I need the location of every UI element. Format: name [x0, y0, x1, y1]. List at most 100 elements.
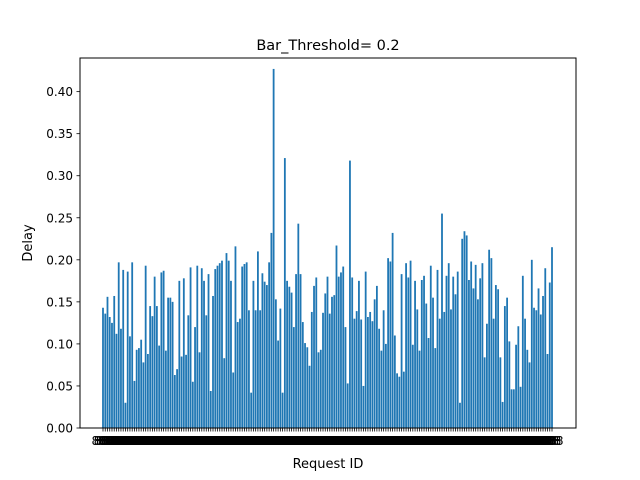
- x-tick-label: 888: [298, 434, 321, 448]
- x-tick-label: 888: [386, 434, 409, 448]
- bar: [225, 253, 228, 428]
- bar: [135, 349, 138, 428]
- x-tick-label: 888: [498, 434, 521, 448]
- x-tick-label: 888: [502, 434, 525, 448]
- bar: [411, 344, 414, 428]
- bar: [510, 389, 513, 428]
- bar: [245, 262, 248, 428]
- x-tick-label: 888: [110, 434, 133, 448]
- x-tick-label: 888: [267, 434, 290, 448]
- x-tick-label: 888: [399, 434, 422, 448]
- bar: [283, 158, 286, 428]
- x-tick-label: 888: [228, 434, 251, 448]
- bar: [528, 362, 531, 428]
- bar: [463, 231, 466, 428]
- bar: [207, 274, 210, 428]
- x-tick-label: 888: [338, 434, 361, 448]
- x-tick-label: 888: [480, 434, 503, 448]
- x-tick-label: 888: [195, 434, 218, 448]
- bar: [308, 365, 311, 428]
- x-tick-label: 888: [249, 434, 272, 448]
- bar: [519, 386, 522, 428]
- y-tick-label: 0.05: [46, 379, 73, 393]
- x-tick-label: 888: [437, 434, 460, 448]
- x-tick-label: 888: [112, 434, 135, 448]
- x-tick-label: 888: [255, 434, 278, 448]
- x-tick-label: 888: [152, 434, 175, 448]
- x-tick-label: 888: [291, 434, 314, 448]
- bar: [530, 259, 533, 428]
- x-tick-label: 888: [415, 434, 438, 448]
- x-tick-label: 888: [148, 434, 171, 448]
- x-tick-label: 888: [457, 434, 480, 448]
- x-tick-label: 888: [482, 434, 505, 448]
- x-tick-label: 888: [451, 434, 474, 448]
- x-tick-label: 888: [244, 434, 267, 448]
- bar: [375, 285, 378, 428]
- bar: [158, 345, 161, 428]
- x-tick-label: 888: [179, 434, 202, 448]
- x-tick-label: 888: [134, 434, 157, 448]
- bar: [295, 274, 297, 428]
- bar: [546, 354, 549, 428]
- x-tick-label: 888: [118, 434, 141, 448]
- bar: [142, 362, 145, 428]
- bar: [212, 295, 214, 428]
- x-tick-label: 888: [231, 434, 254, 448]
- bar: [535, 310, 538, 428]
- bar: [326, 276, 329, 428]
- x-tick-label: 888: [507, 434, 530, 448]
- bar: [155, 306, 158, 428]
- bar: [263, 281, 266, 428]
- x-tick-label: 888: [388, 434, 411, 448]
- x-tick-label: 888: [145, 434, 168, 448]
- bar: [441, 213, 443, 428]
- bar: [384, 343, 387, 428]
- bar: [420, 280, 423, 428]
- bar: [551, 247, 553, 428]
- x-tick-label: 888: [202, 434, 225, 448]
- x-tick-label: 888: [114, 434, 137, 448]
- x-tick-label: 888: [132, 434, 155, 448]
- bar: [494, 285, 497, 428]
- bar: [335, 245, 338, 428]
- bar: [198, 352, 201, 428]
- bar: [371, 321, 374, 428]
- x-tick-label: 888: [260, 434, 283, 448]
- bar: [286, 280, 288, 428]
- bar: [328, 313, 331, 428]
- chart-title: Bar_Threshold= 0.2: [256, 38, 399, 54]
- bar: [468, 280, 470, 428]
- bar: [342, 266, 345, 428]
- bar: [423, 275, 425, 428]
- x-tick-label: 888: [361, 434, 384, 448]
- x-tick-label: 888: [370, 434, 393, 448]
- x-tick-label: 888: [356, 434, 379, 448]
- x-tick-label: 888: [541, 434, 564, 448]
- y-tick-label: 0.25: [46, 211, 73, 225]
- bar: [153, 276, 156, 428]
- x-tick-label: 888: [336, 434, 359, 448]
- bar: [438, 318, 441, 428]
- bar: [106, 296, 109, 428]
- x-tick-label: 888: [314, 434, 337, 448]
- bar: [349, 160, 351, 428]
- bar: [221, 260, 223, 428]
- bar: [483, 357, 486, 428]
- bar: [151, 316, 154, 428]
- x-tick-label: 888: [471, 434, 494, 448]
- bar: [472, 288, 475, 428]
- bar: [234, 246, 237, 428]
- bar: [369, 311, 372, 428]
- x-tick-label: 888: [327, 434, 350, 448]
- bar: [196, 265, 199, 428]
- x-tick-label: 888: [518, 434, 541, 448]
- x-tick-label: 888: [307, 434, 330, 448]
- x-tick-label: 888: [130, 434, 153, 448]
- bar: [290, 292, 293, 428]
- bar: [324, 293, 327, 428]
- x-tick-label: 888: [444, 434, 467, 448]
- bar: [459, 402, 461, 428]
- x-tick-label: 888: [204, 434, 227, 448]
- x-tick-label: 888: [462, 434, 485, 448]
